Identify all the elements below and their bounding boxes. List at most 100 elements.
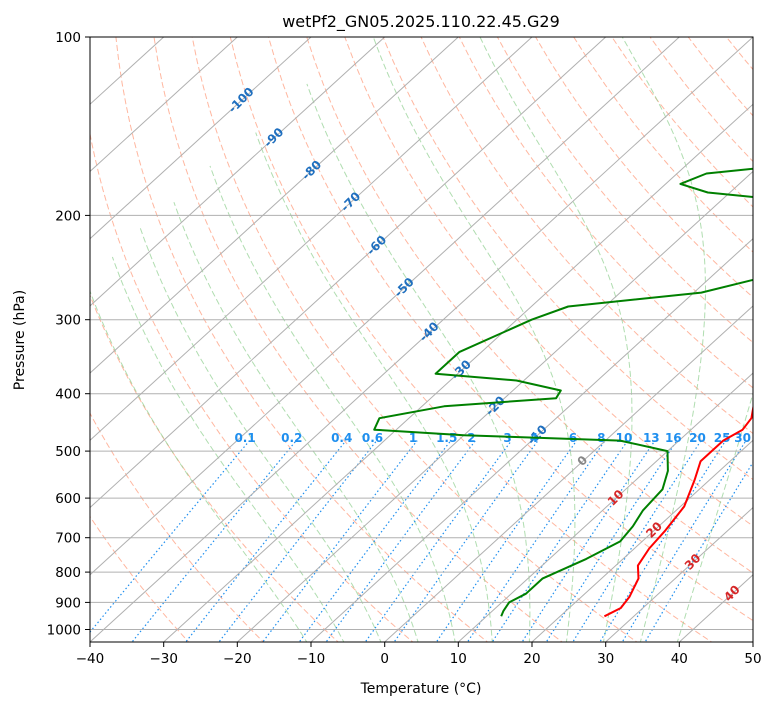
dry-adiabat [458,37,753,389]
mixing-ratio-label: 1 [409,431,417,445]
mixing-ratio-line [491,440,629,642]
mixing-ratio-label: 25 [714,431,731,445]
dry-adiabat [420,37,753,435]
mixing-ratio-line [218,440,378,642]
mixing-ratio-line [572,440,702,642]
isotherm-line [678,574,753,642]
moist-adiabat [255,132,493,642]
isotherm-line [236,170,753,642]
isotherm-label: -100 [225,85,256,116]
dry-adiabat [535,37,753,298]
isotherm-line [90,37,386,307]
isotherm-line [90,37,460,374]
mixing-ratio-line [621,440,747,642]
mixing-ratio-line [393,440,539,642]
x-tick-label: 50 [744,651,761,667]
mixing-ratio-line [644,461,753,642]
moist-adiabat [90,289,308,642]
mixing-ratio-line [435,440,578,642]
mixing-ratio-label: 8 [597,431,605,445]
mixing-ratio-label: 0.6 [362,431,383,445]
y-tick-label: 200 [55,208,81,224]
x-axis-label: Temperature (°C) [360,681,482,697]
mixing-ratio-label: 0.1 [234,431,255,445]
x-tick-label: 30 [597,651,614,667]
x-tick-label: −20 [223,651,252,667]
dry-adiabat [687,37,753,117]
y-tick-label: 900 [55,595,81,611]
isotherm-line [604,506,753,642]
dry-adiabat [765,37,775,645]
moist-adiabat [621,37,707,642]
y-tick-label: 600 [55,491,81,507]
temperature-line [603,405,753,618]
mixing-ratio-line [545,440,678,642]
moist-adiabat [372,37,576,642]
mixing-ratio-labels: 0.1 0.2 0.4 0.6 1 1.5 2 3 4 6 8 10 13 16 20 25 30 36 [234,431,772,445]
y-tick-label: 100 [55,30,81,46]
moist-adiabat [209,165,456,642]
moist-adiabat [306,83,531,642]
mixing-ratio-line [521,440,656,642]
mixing-ratio-label: 3 [503,431,511,445]
y-axis-ticks: 100 200 300 400 500 600 700 800 900 1000 [47,30,90,639]
isotherm-line [90,37,165,105]
mixing-ratio-label: 0.2 [281,431,302,445]
y-tick-label: 800 [55,565,81,581]
isotherm-line [90,37,753,642]
mixing-ratio-label: 16 [665,431,682,445]
moist-adiabat [676,391,753,642]
grid-lines [90,37,753,642]
mixing-ratio-line [466,440,606,642]
chart-title: wetPf2_GN05.2025.110.22.45.G29 [282,12,560,32]
moist-adiabat [479,37,633,642]
dry-adiabat [306,37,753,574]
mixing-ratio-label: 36 [755,431,772,445]
mixing-ratio-line [599,440,727,642]
isotherm-line [531,439,753,642]
x-tick-label: −10 [297,651,326,667]
y-tick-label: 300 [55,313,81,329]
dewpoint-line [373,167,753,617]
isotherm-line [90,37,681,576]
isotherm-line [90,37,533,441]
x-tick-label: 0 [380,651,389,667]
moist-adiabat [111,256,345,642]
x-tick-label: 10 [450,651,467,667]
dry-adiabat [573,37,753,253]
dry-adiabat [649,37,753,163]
mixing-ratio-line [185,440,347,642]
y-axis-label: Pressure (hPa) [12,290,28,390]
mixing-ratio-label: 6 [569,431,577,445]
plot-frame [89,36,754,643]
mixing-ratio-label: 20 [689,431,706,445]
mixing-ratio-line [364,440,512,642]
x-tick-label: 20 [523,651,540,667]
mixing-ratio-line [90,440,250,634]
mixing-ratio-label: 2 [467,431,475,445]
mixing-ratio-line [131,440,297,642]
mixing-ratio-line [262,440,418,642]
y-tick-label: 400 [55,387,81,403]
isotherm-line [90,37,607,509]
isotherm-line [310,237,753,642]
dry-adiabat [229,37,713,642]
dry-adiabat [90,294,339,642]
isotherm-line [90,37,312,240]
mixing-ratio-label: 13 [643,431,660,445]
isotherm-line [383,305,753,642]
dry-adiabat [115,37,489,642]
mixing-ratio-label: 0.4 [331,431,352,445]
dry-adiabat [496,37,753,344]
x-tick-label: −30 [149,651,178,667]
y-tick-label: 1000 [47,623,81,639]
x-tick-label: 40 [671,651,688,667]
isotherm-line [457,372,753,642]
series-lines [373,167,753,618]
mixing-ratio-label: 30 [734,431,751,445]
dry-adiabat [191,37,638,642]
x-axis-ticks: −40 −30 −20 −10 0 10 20 30 40 50 [76,642,762,667]
